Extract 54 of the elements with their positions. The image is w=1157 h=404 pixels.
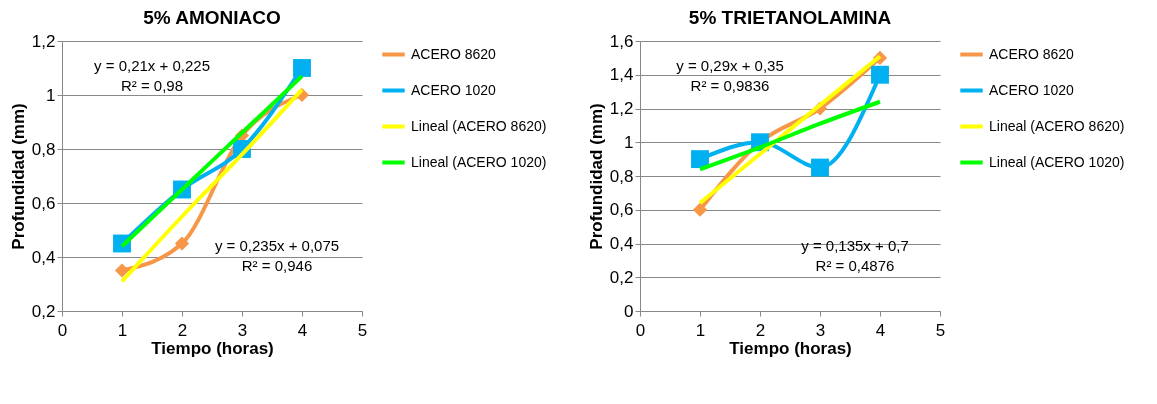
y-tick-label: 0,6 (31, 193, 56, 213)
legend-label: Lineal (ACERO 8620) (989, 117, 1125, 134)
point (871, 65, 889, 84)
y-tick-label: 1 (624, 132, 634, 152)
annotation: R² = 0,98 (120, 77, 184, 94)
chart-title: 5% AMONIACO (143, 7, 281, 28)
y-tick-label: 0,8 (31, 139, 56, 159)
x-tick-label: 3 (815, 320, 826, 340)
x-tick-label: 4 (875, 320, 886, 340)
x-tick-label: 1 (695, 320, 706, 340)
y-tick-label: 1,6 (609, 31, 634, 51)
annotation: y = 0,235x + 0,075 (214, 237, 340, 254)
y-tick-label: 0,8 (609, 166, 634, 186)
annotation: y = 0,135x + 0,7 (801, 237, 909, 254)
x-tick-label: 2 (755, 320, 766, 340)
legend-label: Lineal (ACERO 1020) (989, 153, 1125, 170)
x-tick-label: 4 (297, 320, 308, 340)
x-axis-title: Tiempo (horas) (151, 338, 274, 358)
x-axis-title: Tiempo (horas) (729, 338, 852, 358)
x-tick-label: 3 (237, 320, 248, 340)
legend-label: ACERO 8620 (989, 45, 1075, 62)
x-tick-label: 1 (117, 320, 128, 340)
legend-label: Lineal (ACERO 1020) (411, 153, 547, 170)
y-tick-label: 0,4 (609, 234, 634, 253)
annotation: R² = 0,946 (241, 257, 313, 274)
annotation: y = 0,21x + 0,225 (94, 57, 210, 74)
chart-title: 5% TRIETANOLAMINA (688, 7, 892, 28)
legend-label: ACERO 1020 (411, 81, 497, 98)
y-tick-label: 0,2 (609, 267, 634, 287)
x-tick-label: 5 (935, 320, 946, 340)
y-tick-label: 1,2 (31, 31, 56, 51)
x-tick-label: 5 (357, 320, 368, 340)
y-tick-label: 1,2 (609, 99, 634, 118)
annotation: y = 0,29x + 0,35 (676, 57, 784, 74)
legend-label: ACERO 8620 (411, 45, 497, 62)
x-tick-label: 2 (177, 320, 188, 340)
y-tick-label: 1 (46, 85, 56, 105)
point (811, 158, 829, 177)
annotation: R² = 0,4876 (815, 257, 895, 274)
point (691, 150, 709, 169)
y-tick-label: 0,6 (609, 200, 634, 220)
point (293, 59, 311, 77)
legend-label: Lineal (ACERO 8620) (411, 117, 547, 134)
y-axis-title: Profundidad (mm) (8, 103, 28, 250)
legend-label: ACERO 1020 (989, 81, 1075, 98)
point (114, 263, 130, 278)
point (692, 202, 708, 217)
y-tick-label: 0,4 (31, 247, 56, 267)
annotation: R² = 0,9836 (690, 77, 770, 94)
y-tick-label: 1,4 (609, 65, 634, 85)
y-tick-label: 0 (624, 301, 634, 321)
point (174, 236, 190, 251)
y-tick-label: 0,2 (31, 301, 56, 321)
y-axis-title: Profundidad (mm) (586, 103, 606, 250)
